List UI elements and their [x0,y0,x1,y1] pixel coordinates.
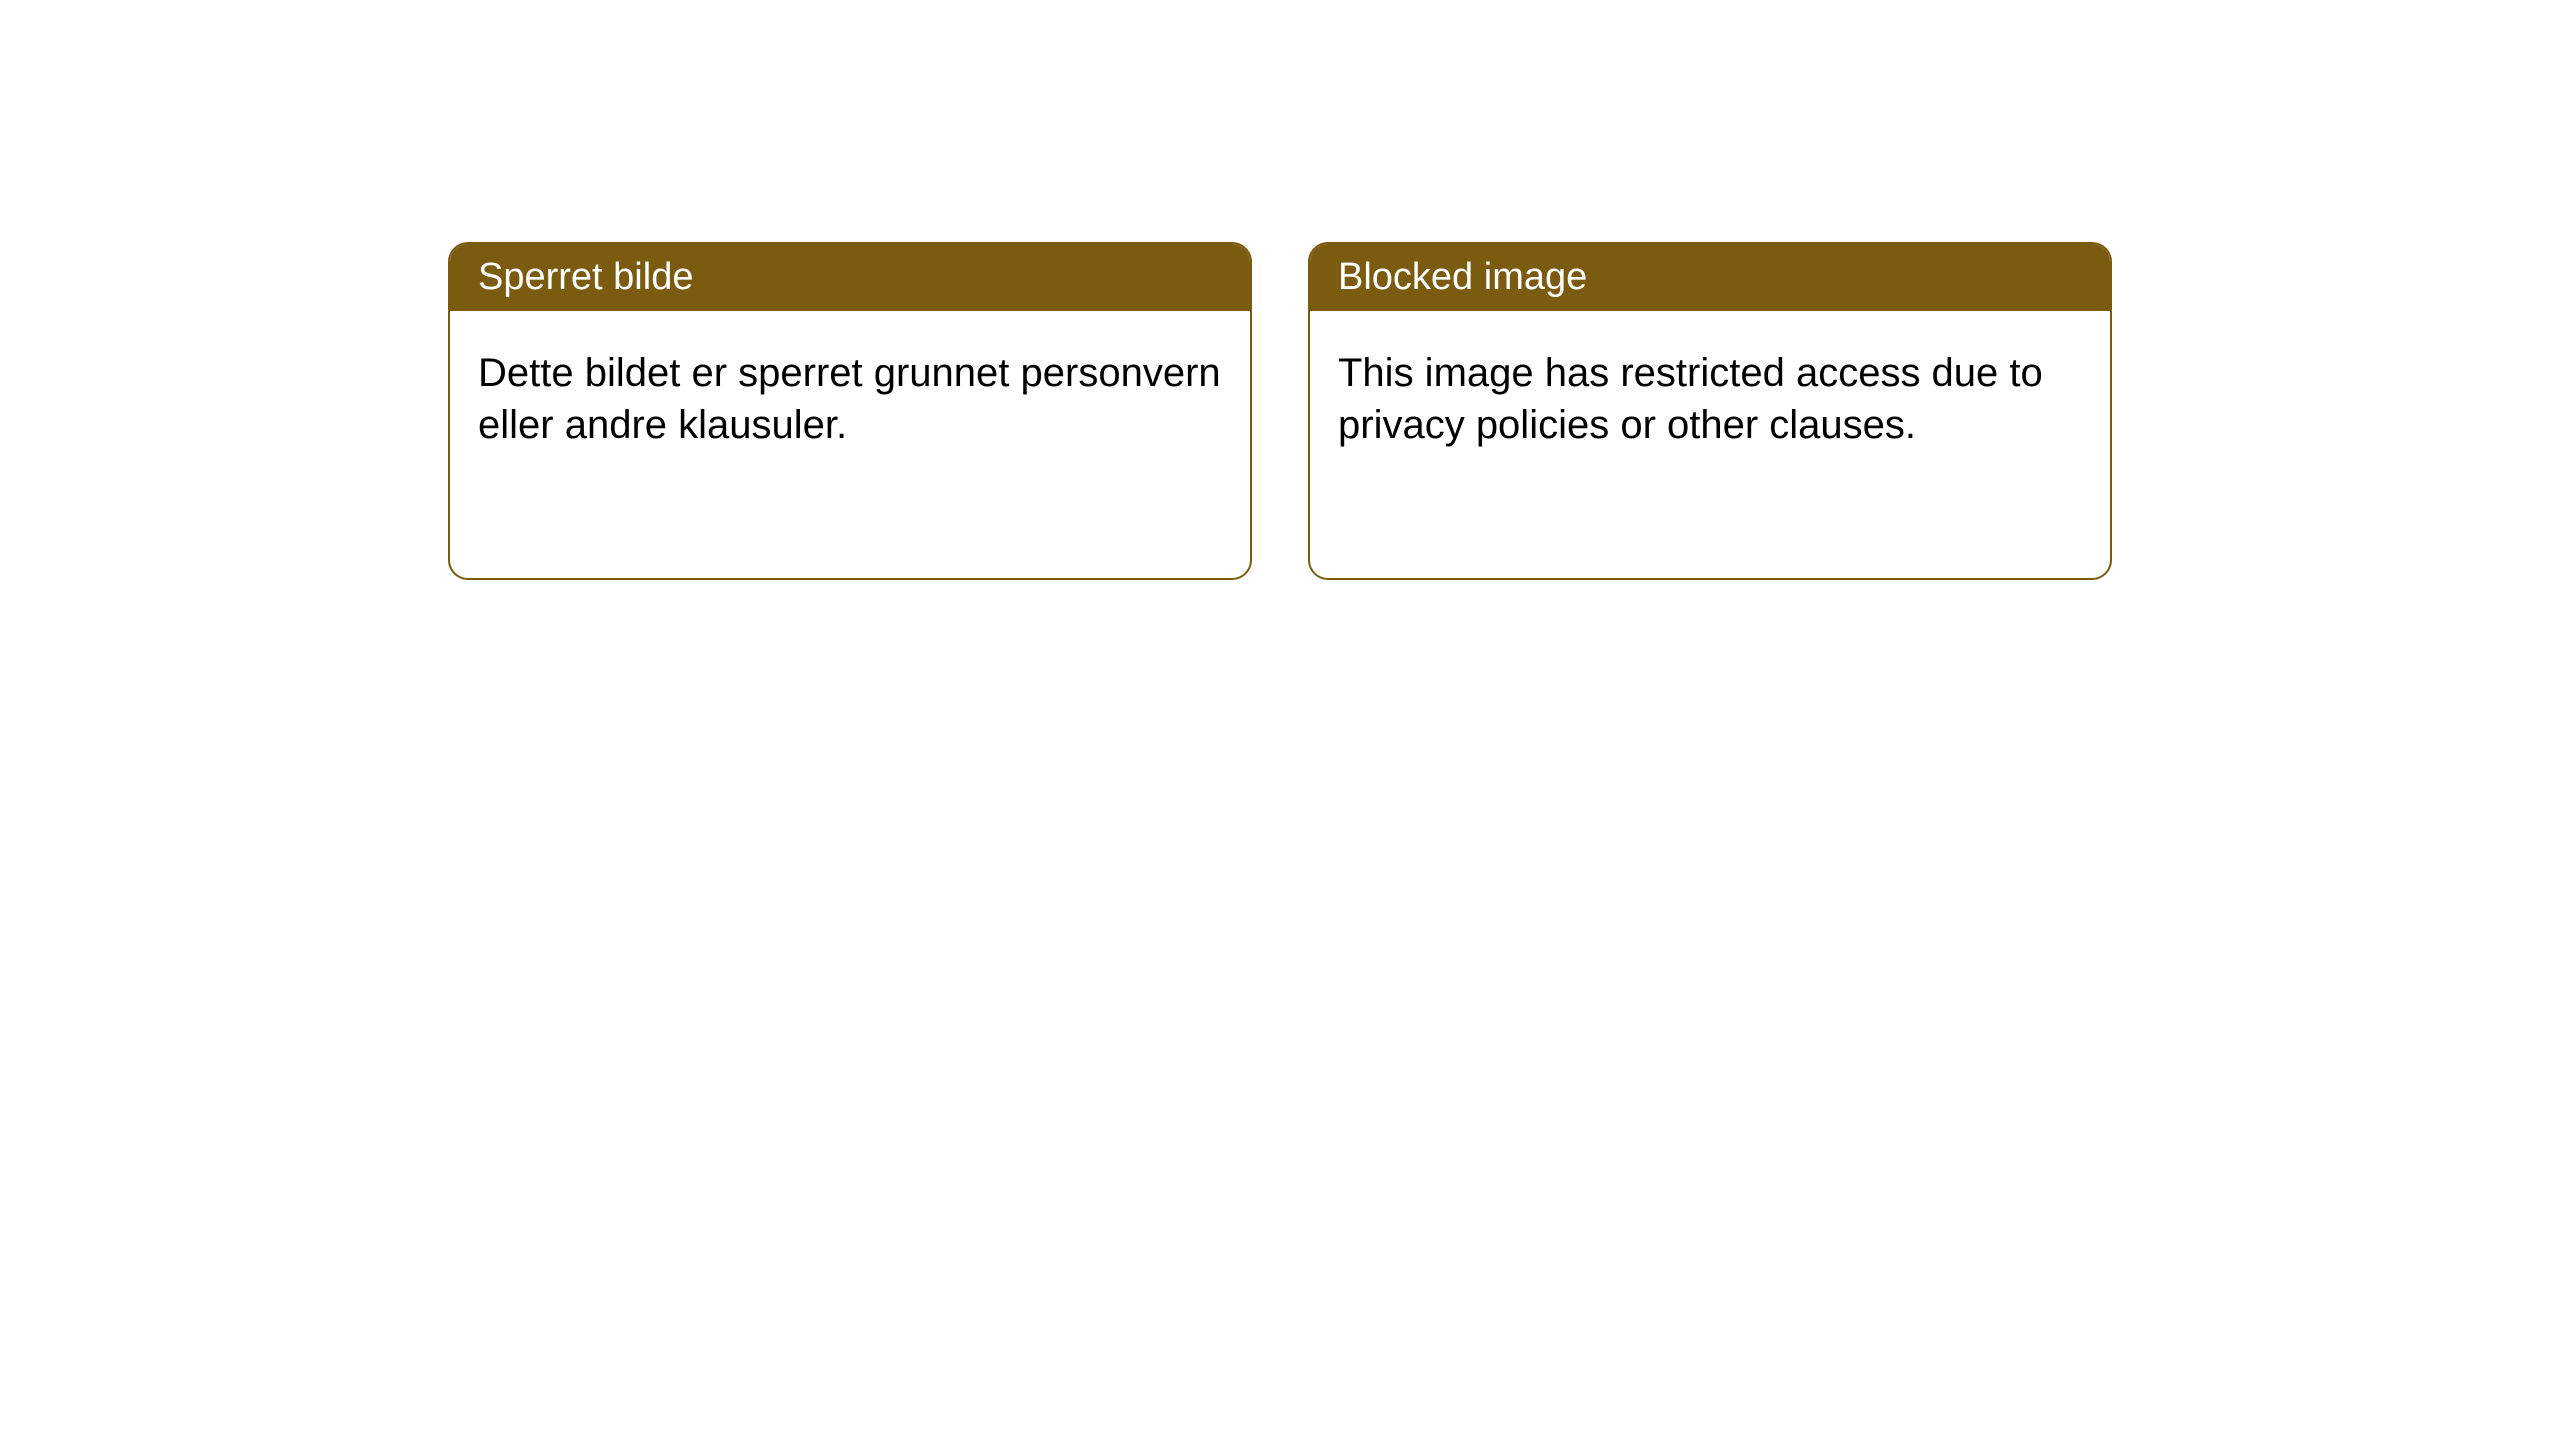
card-body: This image has restricted access due to … [1310,311,2110,487]
notice-container: Sperret bilde Dette bildet er sperret gr… [0,0,2560,580]
notice-card-english: Blocked image This image has restricted … [1308,242,2112,580]
card-body: Dette bildet er sperret grunnet personve… [450,311,1250,487]
card-title: Blocked image [1338,256,1587,298]
card-header: Blocked image [1310,244,2110,311]
card-body-text: Dette bildet er sperret grunnet personve… [478,351,1221,447]
card-title: Sperret bilde [478,256,693,298]
card-header: Sperret bilde [450,244,1250,311]
notice-card-norwegian: Sperret bilde Dette bildet er sperret gr… [448,242,1252,580]
card-body-text: This image has restricted access due to … [1338,351,2043,447]
